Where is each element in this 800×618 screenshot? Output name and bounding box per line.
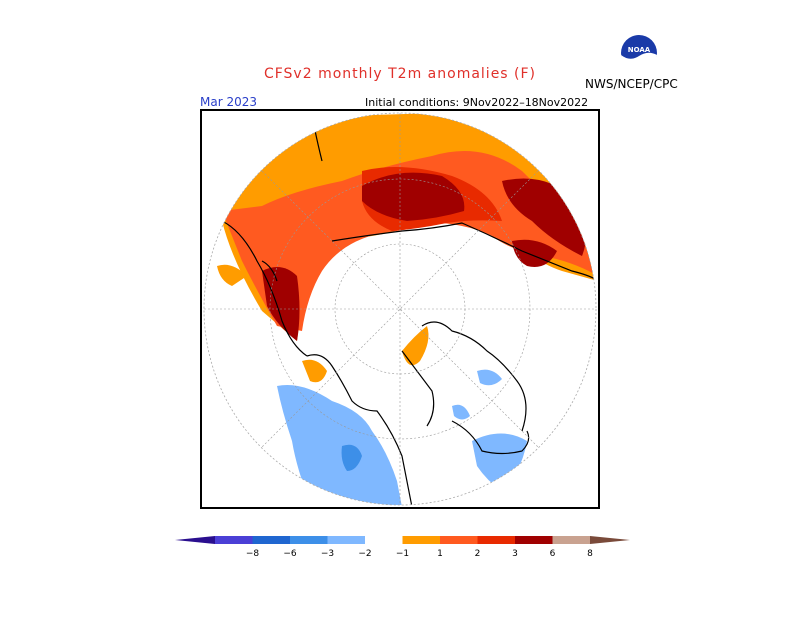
colorbar-swatch — [552, 536, 590, 544]
colorbar-tick-label: −3 — [321, 549, 334, 559]
anomaly-blue-na — [341, 444, 362, 471]
colorbar-swatch — [402, 536, 440, 544]
anomaly-orange-alaska — [302, 359, 327, 383]
organization-label: NWS/NCEP/CPC — [585, 77, 678, 91]
colorbar-swatch — [515, 536, 553, 544]
colorbar: −8 −6 −3 −2 −1 1 2 3 6 8 — [175, 536, 630, 559]
coastlines — [221, 115, 596, 505]
svg-text:NOAA: NOAA — [628, 46, 651, 54]
anomaly-dark-red-siberia — [362, 172, 465, 221]
colorbar-tick-label: −8 — [246, 549, 260, 559]
colorbar-swatch — [215, 536, 253, 544]
colorbar-tick-label: 2 — [475, 549, 481, 559]
colorbar-tick-label: −2 — [358, 549, 371, 559]
anomaly-light-blue-bay — [452, 404, 470, 420]
chart-title: CFSv2 monthly T2m anomalies (F) — [263, 66, 537, 82]
anomaly-light-blue-na — [277, 385, 402, 505]
colorbar-swatch — [327, 536, 365, 544]
colorbar-right-arrow — [590, 536, 630, 544]
colorbar-swatch — [477, 536, 515, 544]
forecast-month: Mar 2023 — [200, 95, 257, 109]
colorbar-tick-label: 3 — [512, 549, 518, 559]
map-frame — [200, 109, 600, 509]
anomaly-dark-red-europe — [262, 267, 300, 341]
colorbar-swatch — [290, 536, 328, 544]
anomaly-orange-west — [217, 264, 247, 286]
polar-map — [203, 112, 597, 506]
anomaly-light-blue-arctic — [477, 369, 502, 386]
map-boundary — [203, 112, 597, 506]
colorbar-swatch — [252, 536, 290, 544]
colorbar-tick-label: −1 — [396, 549, 409, 559]
colorbar-tick-label: 1 — [437, 549, 443, 559]
colorbar-swatch — [365, 536, 403, 544]
initial-conditions: Initial conditions: 9Nov2022–18Nov2022 — [365, 96, 589, 109]
colorbar-swatch — [440, 536, 478, 544]
noaa-logo-icon: NOAA — [621, 35, 657, 72]
anomaly-orange-arctic — [402, 326, 429, 366]
colorbar-tick-label: 6 — [550, 549, 556, 559]
anomaly-red-orange — [222, 151, 596, 331]
graticule — [204, 113, 596, 505]
colorbar-left-arrow — [175, 536, 215, 544]
colorbar-tick-label: 8 — [587, 549, 593, 559]
colorbar-tick-label: −6 — [283, 549, 297, 559]
